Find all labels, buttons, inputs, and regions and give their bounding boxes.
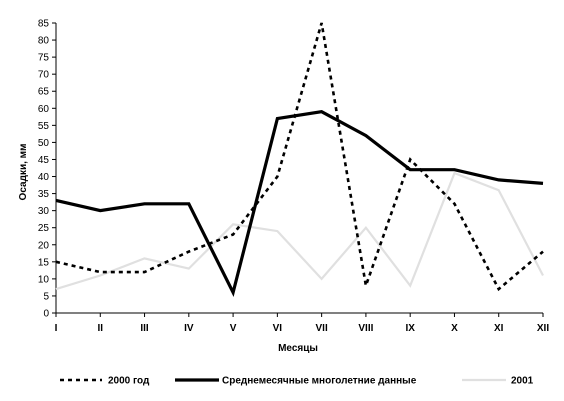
y-tick-label: 70 [38, 70, 50, 81]
legend-label-3: 2001 [511, 376, 534, 387]
y-tick-label: 85 [38, 19, 50, 30]
y-tick-label: 30 [38, 206, 50, 217]
series-line-3 [55, 171, 544, 291]
y-tick-label: 75 [38, 53, 50, 64]
y-tick-label: 65 [38, 87, 50, 98]
x-tick-label: X [451, 323, 458, 334]
y-tick-label: 15 [38, 257, 50, 268]
series-line-2 [55, 110, 544, 298]
legend-label-1: 2000 год [108, 376, 150, 387]
y-tick-label: 40 [38, 172, 50, 183]
y-tick-label: 20 [38, 240, 50, 251]
legend: 2000 год Среднемесячные многолетние данны… [60, 376, 534, 387]
x-tick-label: IV [184, 323, 194, 334]
x-tick-label: VI [273, 323, 283, 334]
x-axis-title: Месяцы [278, 343, 318, 354]
y-axis-ticks: 0 5 10 15 20 25 30 35 40 45 50 55 60 65 70 75 80 85 [38, 19, 56, 320]
series-line-1 [55, 22, 544, 292]
series-layer [55, 22, 544, 298]
y-tick-label: 50 [38, 138, 50, 149]
x-tick-label: V [230, 323, 237, 334]
y-tick-label: 45 [38, 155, 50, 166]
y-tick-label: 5 [43, 291, 49, 302]
y-tick-label: 80 [38, 36, 50, 47]
x-tick-label: XI [494, 323, 504, 334]
y-tick-label: 35 [38, 189, 50, 200]
legend-label-2: Среднемесячные многолетние данные [222, 376, 417, 387]
x-tick-label: II [97, 323, 103, 334]
y-tick-label: 10 [38, 274, 50, 285]
x-tick-label: VIII [358, 323, 373, 334]
x-axis-ticks: I II III IV V VI VII VIII IX X XI XII [55, 313, 549, 334]
y-axis-title: Осадки, мм [18, 144, 29, 201]
x-tick-label: IX [405, 323, 415, 334]
x-tick-label: I [55, 323, 58, 334]
y-tick-label: 60 [38, 104, 50, 115]
y-tick-label: 55 [38, 121, 50, 132]
y-tick-label: 0 [43, 309, 49, 320]
x-tick-label: VII [316, 323, 328, 334]
x-tick-label: XII [537, 323, 549, 334]
y-tick-label: 25 [38, 223, 50, 234]
x-tick-label: III [140, 323, 149, 334]
